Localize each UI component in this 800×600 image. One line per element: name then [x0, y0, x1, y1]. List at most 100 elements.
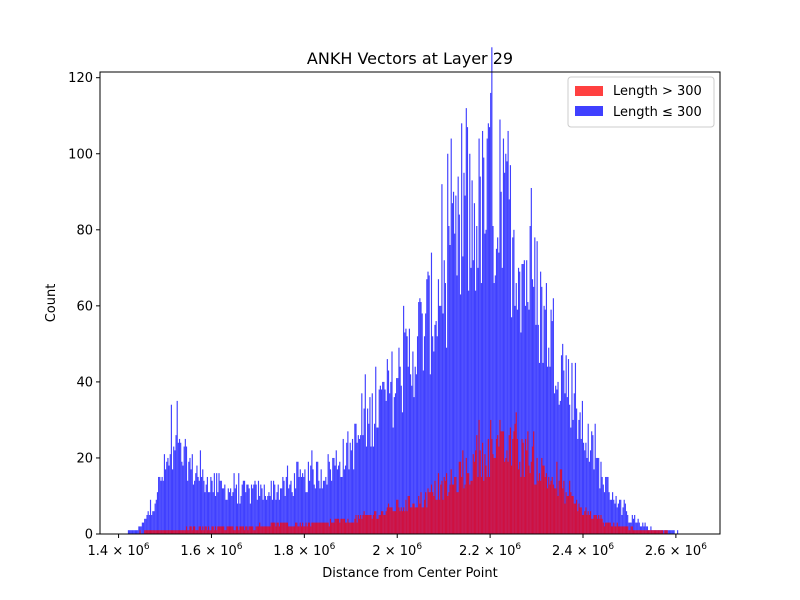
- histogram-bar: [562, 343, 564, 534]
- histogram-bar: [156, 530, 159, 534]
- histogram-bar: [273, 522, 275, 534]
- histogram-bar: [268, 526, 270, 534]
- histogram-bar: [183, 530, 185, 534]
- histogram-bar: [631, 514, 633, 534]
- histogram-bar: [166, 530, 168, 534]
- histogram-bar: [245, 526, 247, 534]
- histogram-bar: [511, 317, 513, 534]
- histogram-bar: [300, 476, 303, 534]
- histogram-bar: [452, 484, 455, 534]
- histogram-bar: [450, 138, 452, 535]
- histogram-bar: [255, 484, 257, 534]
- histogram-bar: [218, 473, 220, 534]
- histogram-bar: [348, 469, 350, 534]
- histogram-bar: [363, 408, 365, 534]
- x-tick-label: 2.2 × 106: [459, 542, 521, 559]
- histogram-bar: [497, 237, 499, 534]
- histogram-bar: [149, 499, 152, 534]
- histogram-bar: [450, 469, 452, 534]
- histogram-bar: [194, 480, 196, 534]
- histogram-bar: [380, 389, 383, 534]
- histogram-bar: [221, 526, 224, 534]
- histogram-bar: [487, 123, 489, 534]
- histogram-bar: [552, 298, 554, 534]
- histogram-bar: [415, 507, 417, 534]
- histogram-bar: [299, 522, 301, 534]
- histogram-bar: [257, 526, 260, 534]
- histogram-bar: [310, 526, 312, 534]
- histogram-bar: [565, 355, 567, 534]
- histogram-bar: [469, 484, 471, 534]
- histogram-bar: [239, 526, 241, 534]
- histogram-bar: [610, 526, 613, 534]
- histogram-bar: [567, 495, 570, 534]
- histogram-bar: [231, 495, 233, 534]
- histogram-bar: [212, 526, 214, 534]
- histogram-bar: [196, 530, 198, 534]
- histogram-bar: [275, 526, 277, 534]
- histogram-bar: [498, 446, 500, 534]
- histogram-bar: [406, 511, 408, 534]
- histogram-bar: [308, 480, 311, 534]
- histogram-bar: [349, 442, 351, 534]
- histogram-bar: [638, 522, 640, 534]
- histogram-bar: [646, 530, 649, 534]
- histogram-bar: [321, 488, 323, 534]
- histogram-bar: [336, 518, 339, 534]
- histogram-bar: [492, 226, 494, 534]
- histogram-bar: [458, 214, 460, 534]
- histogram-bar: [263, 484, 265, 534]
- histogram-bar: [281, 488, 283, 534]
- histogram-bar: [331, 480, 333, 534]
- histogram-bar: [470, 480, 472, 534]
- legend-label-length-over-300: Length > 300: [613, 84, 702, 99]
- histogram-bar: [406, 336, 408, 534]
- histogram-bar: [478, 419, 480, 534]
- histogram-bar: [398, 347, 400, 534]
- histogram-bar: [127, 530, 130, 534]
- histogram-bar: [305, 492, 307, 534]
- histogram-bar: [488, 127, 491, 534]
- histogram-bar: [142, 522, 145, 534]
- histogram-bar: [538, 362, 541, 534]
- histogram-bar: [564, 503, 566, 534]
- histogram-bar: [411, 507, 413, 534]
- histogram-bar: [257, 480, 260, 534]
- histogram-bar: [462, 450, 464, 534]
- histogram-bar: [614, 526, 616, 534]
- histogram-bar: [444, 283, 446, 534]
- histogram-bar: [277, 484, 279, 534]
- histogram-bar: [314, 522, 316, 534]
- histogram-bar: [673, 530, 675, 534]
- histogram-bar: [202, 469, 204, 534]
- histogram-bar: [324, 480, 326, 534]
- histogram-bar: [573, 503, 575, 534]
- histogram-bar: [495, 248, 498, 534]
- histogram-bar: [237, 526, 239, 534]
- histogram-bar: [649, 530, 651, 534]
- histogram-bar: [657, 530, 659, 534]
- histogram-bar: [152, 511, 154, 534]
- histogram-bar: [197, 530, 199, 534]
- histogram-bar: [596, 457, 599, 534]
- histogram-bar: [230, 526, 232, 534]
- histogram-bar: [218, 526, 220, 534]
- histogram-bar: [223, 488, 225, 534]
- histogram-bar: [334, 465, 336, 534]
- histogram-bar: [513, 229, 515, 535]
- histogram-bar: [506, 161, 508, 535]
- histogram-bar: [536, 457, 538, 534]
- histogram-bar: [139, 530, 141, 534]
- histogram-bar: [403, 507, 405, 534]
- histogram-bar: [246, 526, 248, 534]
- histogram-bar: [527, 302, 529, 534]
- histogram-bar: [161, 530, 163, 534]
- histogram-bar: [339, 461, 341, 534]
- histogram-bar: [617, 526, 619, 534]
- histogram-bar: [293, 473, 296, 534]
- histogram-bar: [386, 359, 388, 534]
- histogram-bar: [663, 530, 665, 534]
- histogram-bar: [621, 526, 623, 534]
- histogram-bar: [246, 484, 248, 534]
- histogram-bar: [198, 480, 200, 534]
